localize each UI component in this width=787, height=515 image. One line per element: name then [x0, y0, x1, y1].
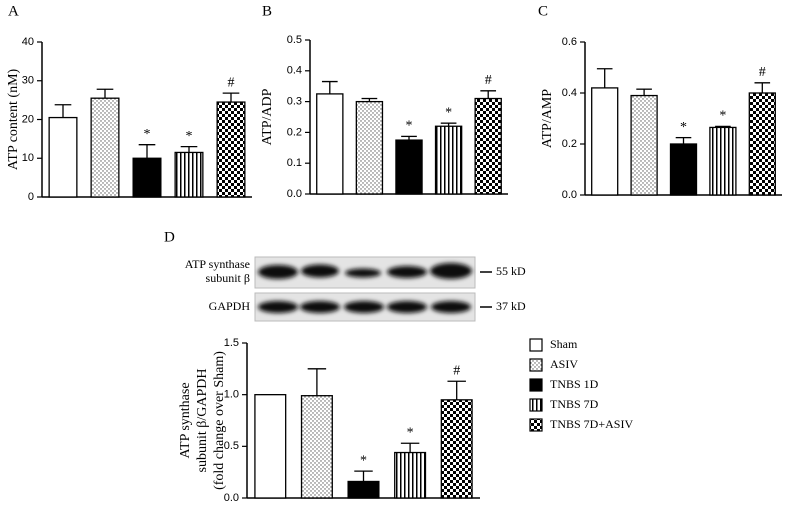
annotation: *: [144, 127, 151, 142]
annotation: *: [719, 109, 726, 124]
blot: [254, 256, 492, 322]
bar: [347, 480, 380, 499]
bar: [709, 126, 737, 196]
annotation: *: [445, 105, 452, 120]
bar: [474, 97, 502, 195]
blot-label: subunit β: [206, 271, 250, 285]
y-axis-label: ATP/AMP: [540, 89, 555, 148]
legend-swatch: [529, 338, 543, 352]
blot-label: GAPDH: [209, 299, 251, 313]
panel-letter: A: [8, 3, 19, 19]
panel-letter: C: [538, 3, 548, 19]
legend-label: TNBS 7D: [550, 397, 599, 411]
y-axis-label: ATP/ADP: [260, 88, 275, 145]
bar: [216, 101, 246, 198]
bar: [748, 92, 776, 196]
y-tick-label: 0.5: [287, 34, 302, 46]
legend-swatch: [529, 378, 543, 392]
annotation: #: [228, 75, 235, 90]
annotation: *: [680, 120, 687, 135]
legend-label: TNBS 7D+ASIV: [550, 417, 633, 431]
legend-swatch: [529, 358, 543, 372]
bar: [254, 394, 287, 499]
bar: [394, 451, 427, 499]
blot-label: ATP synthase: [185, 257, 250, 271]
y-tick-label: 0.0: [287, 188, 302, 200]
y-tick-label: 0.4: [287, 65, 302, 77]
y-tick-label: 0.2: [562, 138, 577, 150]
bar: [434, 125, 463, 195]
y-tick-label: 1.0: [224, 389, 239, 401]
bar: [591, 87, 619, 196]
bar: [300, 395, 333, 499]
y-tick-label: 0.1: [287, 157, 302, 169]
annotation: #: [453, 363, 460, 378]
bar: [630, 94, 658, 196]
y-tick-label: 1.5: [224, 337, 239, 349]
bar: [132, 157, 162, 198]
annotation: *: [407, 425, 414, 440]
y-tick-label: 0.6: [562, 36, 577, 48]
bar: [395, 139, 423, 195]
y-axis-label: ATP synthase: [178, 382, 193, 458]
legend-label: ASIV: [550, 357, 578, 371]
annotation: *: [360, 453, 367, 468]
legend-label: Sham: [550, 337, 578, 351]
annotation: #: [485, 73, 492, 88]
bar: [440, 399, 473, 499]
y-tick-label: 40: [22, 36, 34, 48]
panel-letter: B: [262, 3, 272, 19]
y-tick-label: 0.0: [224, 492, 239, 504]
y-tick-label: 0.5: [224, 440, 239, 452]
y-tick-label: 0: [28, 191, 34, 203]
y-tick-label: 0.0: [562, 189, 577, 201]
y-tick-label: 0.3: [287, 96, 302, 108]
panel-letter: D: [164, 229, 175, 245]
bar: [316, 93, 344, 195]
bar: [669, 143, 698, 196]
y-tick-label: 20: [22, 113, 34, 125]
bar: [48, 116, 78, 198]
y-axis-label: ATP content (nM): [6, 68, 21, 170]
bar: [355, 100, 384, 195]
bar: [174, 151, 204, 198]
y-tick-label: 10: [22, 152, 34, 164]
annotation: *: [186, 129, 193, 144]
annotation: #: [759, 65, 766, 80]
y-tick-label: 0.4: [562, 87, 577, 99]
blot-size: 55 kD: [496, 264, 526, 278]
legend-label: TNBS 1D: [550, 377, 599, 391]
blot-size: 37 kD: [496, 299, 526, 313]
legend-swatch: [529, 398, 543, 412]
y-axis-label: subunit β/GAPDH: [195, 369, 210, 473]
legend-swatch: [529, 418, 543, 432]
y-axis-label: (fold change over Sham): [212, 351, 227, 490]
y-tick-label: 30: [22, 75, 34, 87]
y-tick-label: 0.2: [287, 126, 302, 138]
annotation: *: [406, 119, 413, 134]
bar: [90, 97, 120, 198]
